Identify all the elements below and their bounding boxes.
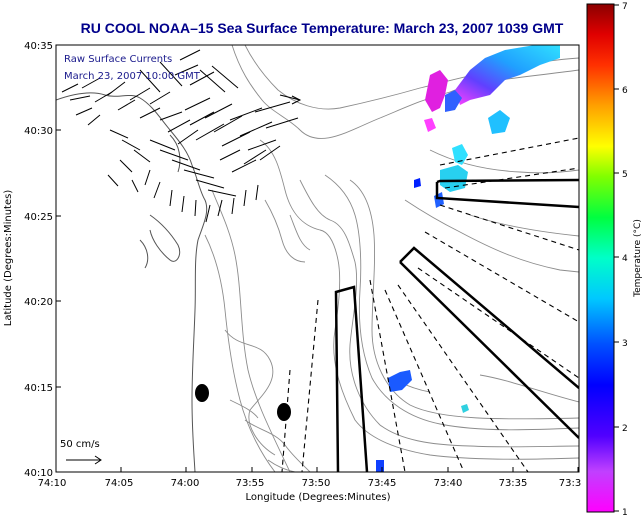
- x-tick-label: 73:50: [302, 478, 331, 489]
- y-axis-label: Latitude (Degrees:Minutes): [3, 190, 14, 327]
- y-tick-label: 40:35: [24, 41, 53, 52]
- x-tick-label: 73:45: [368, 478, 397, 489]
- radar-radials: [281, 137, 579, 472]
- y-tick-label: 40:20: [24, 297, 53, 308]
- colorbar-tick: 2: [622, 424, 628, 434]
- colorbar-tick: 6: [622, 86, 628, 96]
- scale-arrow: [66, 455, 102, 465]
- colorbar-tick: 3: [622, 339, 628, 349]
- x-axis-label: Longitude (Degrees:Minutes): [245, 492, 390, 503]
- colorbar-tick: 7: [622, 2, 628, 12]
- x-tick-label: 74:10: [38, 478, 67, 489]
- colorbar-tick: 1: [622, 508, 628, 518]
- station-marker: [195, 384, 209, 402]
- current-vectors: [61, 49, 301, 223]
- scale-arrow-label: 50 cm/s: [60, 439, 100, 450]
- colorbar-tick: 4: [622, 254, 628, 264]
- plot-area: [56, 45, 579, 472]
- station-marker: [277, 403, 291, 421]
- x-axis: 74:10 74:05 74:00 73:55 73:50 73:45 73:4…: [38, 467, 581, 489]
- colorbar: 7 6 5 4 3 2 1 Temperature (°C): [586, 2, 643, 518]
- x-tick-label: 73:40: [434, 478, 463, 489]
- y-tick-label: 40:25: [24, 212, 53, 223]
- x-tick-label: 73:55: [236, 478, 265, 489]
- colorbar-ramp: [586, 3, 615, 513]
- annotation-line-1: Raw Surface Currents: [64, 54, 172, 65]
- arrowhead: [291, 95, 302, 105]
- annotation-line-2: March 23, 2007 10:00 GMT: [64, 71, 201, 82]
- radar-boundaries: [334, 178, 579, 472]
- colorbar-tick: 5: [622, 170, 628, 180]
- y-tick-label: 40:15: [24, 383, 53, 394]
- bathymetry-contours: [204, 45, 579, 472]
- coastline: [56, 92, 208, 472]
- y-axis: 40:35 40:30 40:25 40:20 40:15 40:10: [24, 41, 61, 479]
- x-tick-label: 73:3: [559, 478, 581, 489]
- x-tick-label: 73:35: [499, 478, 528, 489]
- colorbar-label: Temperature (°C): [633, 219, 643, 298]
- sst-patches: [376, 45, 560, 472]
- y-tick-label: 40:30: [24, 126, 53, 137]
- x-tick-label: 74:05: [105, 478, 134, 489]
- map-title: RU COOL NOAA–15 Sea Surface Temperature:…: [81, 20, 564, 36]
- y-tick-label: 40:10: [24, 468, 53, 479]
- x-tick-label: 74:00: [171, 478, 200, 489]
